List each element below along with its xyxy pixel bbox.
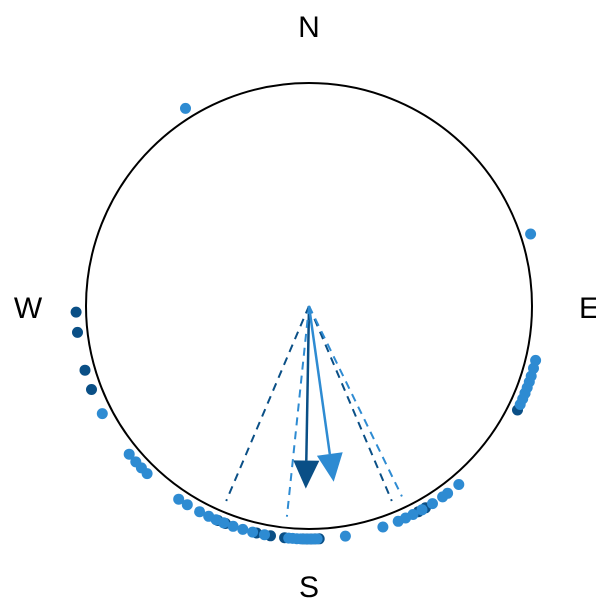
data-point-light (96, 408, 108, 420)
data-point-dark (70, 306, 82, 318)
mean-arrow-head-light (316, 452, 343, 482)
data-point-light (227, 520, 239, 532)
east-label: E (579, 292, 596, 325)
data-point-light (130, 456, 142, 468)
mean-arrow-shaft-dark (305, 305, 311, 461)
data-point-light (437, 491, 449, 503)
data-point-light (525, 228, 537, 240)
ci-line-light-lower (308, 305, 403, 497)
ci-line-light-upper (285, 305, 310, 517)
data-point-light (237, 523, 249, 535)
data-point-light (392, 515, 404, 527)
data-point-light (173, 493, 185, 505)
data-point-light (283, 532, 295, 544)
data-point-light (180, 102, 191, 114)
mean-arrow-shaft-light (307, 305, 332, 455)
data-point-light (339, 530, 351, 542)
west-label: W (14, 292, 43, 325)
data-point-light (377, 521, 389, 533)
data-point-light (416, 504, 428, 516)
ci-line-dark-lower (308, 305, 393, 502)
data-point-light (247, 526, 259, 538)
data-point-dark (79, 364, 91, 376)
data-point-light (530, 354, 542, 366)
data-point-light (194, 506, 206, 518)
data-point-light (181, 499, 193, 511)
data-point-light (453, 479, 465, 490)
chart-marks (70, 102, 542, 545)
ci-line-dark-upper (225, 305, 310, 502)
data-point-light (123, 448, 135, 460)
data-point-light (203, 510, 215, 522)
mean-arrow-head-dark (293, 460, 320, 489)
data-point-light (259, 529, 270, 541)
data-point-dark (86, 384, 97, 395)
data-point-light (427, 498, 438, 510)
unit-circle (85, 82, 533, 530)
north-label: N (298, 11, 320, 44)
south-label: S (299, 571, 319, 599)
data-point-dark (72, 326, 83, 338)
